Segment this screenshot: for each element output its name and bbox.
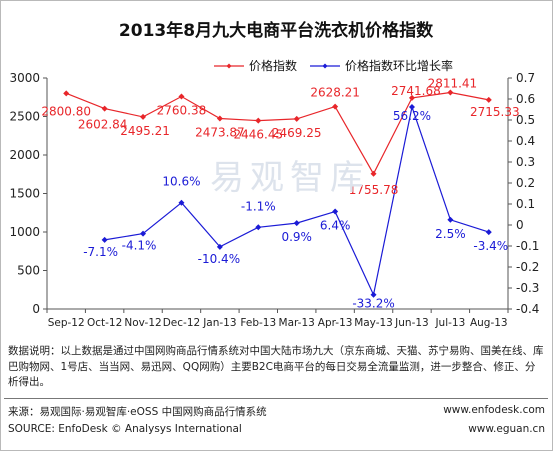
growth-label: -10.4% xyxy=(198,252,240,266)
right-tick-label: 0.2 xyxy=(516,176,535,190)
growth-label: 10.6% xyxy=(162,175,200,189)
price-index-point xyxy=(293,115,300,122)
watermark-text: 易观智库 xyxy=(210,158,370,198)
price-index-label: 2715.33 xyxy=(470,105,520,119)
price-index-label: 2760.38 xyxy=(157,103,207,117)
data-note: 数据说明：以上数据是通过中国网购商品行情系统对中国大陆市场九大（京东商城、天猫、… xyxy=(8,345,544,388)
mom-growth-point xyxy=(332,208,339,215)
footer-row-2: SOURCE: EnfoDesk © Analysys Internationa… xyxy=(8,423,545,435)
left-tick-label: 1500 xyxy=(9,187,40,201)
left-tick-label: 500 xyxy=(17,264,40,278)
left-tick-label: 2500 xyxy=(9,110,40,124)
price-index-label: 2811.41 xyxy=(428,77,478,91)
growth-label: -4.1% xyxy=(122,239,157,253)
price-index-line xyxy=(65,91,489,176)
price-index-point xyxy=(447,89,454,96)
price-index-label: 2741.68 xyxy=(391,84,441,98)
mom-growth-point xyxy=(140,230,147,237)
growth-label: -1.1% xyxy=(241,199,276,213)
price-index-point xyxy=(140,113,147,120)
right-tick-label: 0.7 xyxy=(516,71,535,85)
price-index-label: 2473.87 xyxy=(195,126,245,140)
legend-label-mom-growth: 价格指数环比增长率 xyxy=(345,58,453,73)
right-tick-label: -0.1 xyxy=(516,239,539,253)
x-tick-label: Aug-13 xyxy=(470,317,508,329)
right-tick-label: -0.2 xyxy=(516,260,539,274)
price-index-label: 2495.21 xyxy=(120,124,170,138)
line-chart: 2013年8月九大电商平台洗衣机价格指数 价格指数 价格指数环比增长率 0 500… xyxy=(9,20,539,329)
axes: 0 500 1000 1500 2000 2500 3000 -0.4 -0.3 -0.2 -0.1… xyxy=(9,71,539,329)
legend-marker-mom-growth xyxy=(322,63,328,69)
left-tick-label: 2000 xyxy=(9,148,40,162)
growth-label: -33.2% xyxy=(352,297,394,311)
growth-label: 56.2% xyxy=(393,109,431,123)
growth-label: 6.4% xyxy=(320,219,351,233)
mom-growth-point xyxy=(178,199,185,206)
right-tick-label: 0.1 xyxy=(516,197,535,211)
source-en: SOURCE: EnfoDesk © Analysys Internationa… xyxy=(8,423,242,435)
x-tick-label: Oct-12 xyxy=(87,317,122,329)
x-tick-label: Jun-13 xyxy=(394,317,429,329)
mom-growth-point xyxy=(370,291,377,298)
right-tick-label: 0.4 xyxy=(516,134,535,148)
mom-growth-point xyxy=(447,216,454,223)
price-index-label: 2469.25 xyxy=(272,126,322,140)
price-index-label: 2628.21 xyxy=(310,86,360,100)
growth-label: -7.1% xyxy=(83,245,118,259)
price-index-point xyxy=(370,170,377,177)
growth-label: -3.4% xyxy=(473,239,508,253)
mom-growth-point xyxy=(293,220,300,227)
url-eguan: www.eguan.cn xyxy=(468,423,545,435)
growth-label: 2.5% xyxy=(435,227,466,241)
price-index-point xyxy=(216,115,223,122)
legend-label-price-index: 价格指数 xyxy=(249,58,297,73)
price-index-point xyxy=(332,103,339,110)
right-tick-label: 0.3 xyxy=(516,155,535,169)
x-tick-label: Apr-13 xyxy=(318,317,353,329)
price-index-label: 2800.80 xyxy=(41,104,91,118)
url-enfodesk: www.enfodesk.com xyxy=(443,404,545,416)
price-index-point xyxy=(408,94,415,101)
legend-marker-price-index xyxy=(226,63,232,69)
x-tick-label: Mar-13 xyxy=(279,317,315,329)
right-tick-label: -0.4 xyxy=(516,302,539,316)
right-tick-label: 0.6 xyxy=(516,92,535,106)
right-tick-label: 0 xyxy=(516,218,524,232)
mom-growth-point xyxy=(216,243,223,250)
chart-title: 2013年8月九大电商平台洗衣机价格指数 xyxy=(119,20,434,41)
right-tick-label: -0.3 xyxy=(516,281,539,295)
legend: 价格指数 价格指数环比增长率 xyxy=(214,58,453,73)
x-tick-label: Jul-13 xyxy=(434,317,465,329)
price-index-label: 2446.45 xyxy=(233,128,283,142)
price-index-point xyxy=(485,96,492,103)
x-tick-label: Feb-13 xyxy=(240,317,276,329)
mom-growth-point xyxy=(255,224,262,231)
price-index-point xyxy=(178,93,185,100)
x-tick-label: Jan-13 xyxy=(202,317,236,329)
x-tick-label: Dec-12 xyxy=(163,317,200,329)
price-index-label: 1755.78 xyxy=(349,183,399,197)
mom-growth-point xyxy=(101,236,108,243)
series-group xyxy=(63,89,492,298)
left-tick-label: 0 xyxy=(32,302,40,316)
price-index-point xyxy=(101,105,108,112)
right-tick-label: 0.5 xyxy=(516,113,535,127)
mom-growth-point xyxy=(485,229,492,236)
mom-growth-point xyxy=(408,103,415,110)
left-tick-label: 3000 xyxy=(9,71,40,85)
source-cn: 来源：易观国际·易观智库·eOSS 中国网购商品行情系统 xyxy=(8,406,267,418)
left-tick-label: 1000 xyxy=(9,225,40,239)
x-tick-label: Sep-12 xyxy=(48,317,85,329)
footer-divider xyxy=(4,398,548,399)
footer-row-1: 来源：易观国际·易观智库·eOSS 中国网购商品行情系统 www.enfodes… xyxy=(8,404,545,419)
price-index-label: 2602.84 xyxy=(78,118,128,132)
x-tick-label: Nov-12 xyxy=(124,317,161,329)
price-index-point xyxy=(63,90,70,97)
growth-label: 0.9% xyxy=(281,230,312,244)
price-index-point xyxy=(255,117,262,124)
x-tick-label: May-13 xyxy=(354,317,393,329)
